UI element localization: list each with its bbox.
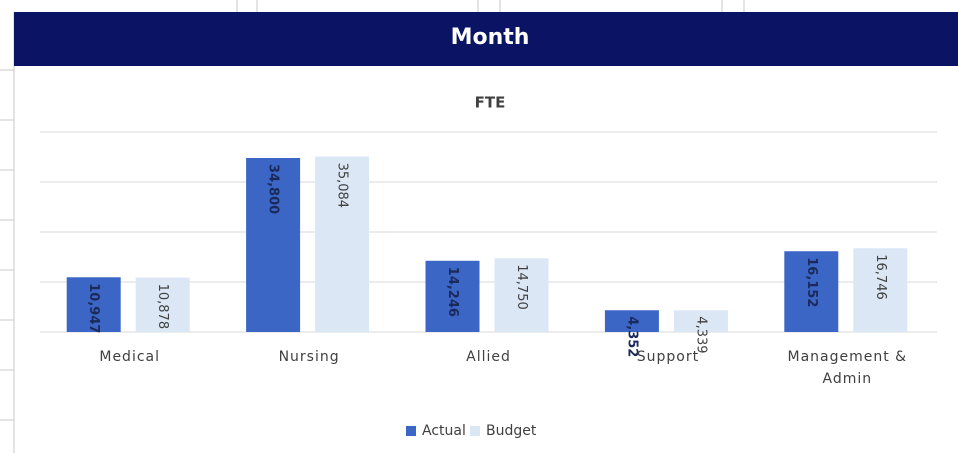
x-tick-label-box: Management & Admin (787, 349, 908, 387)
data-label: 4,339 (693, 316, 708, 353)
bar (66, 277, 121, 332)
bar (135, 277, 190, 332)
data-label: 14,246 (445, 267, 460, 317)
legend-label: Budget (486, 423, 537, 439)
x-tick-label: Nursing (278, 349, 340, 365)
x-tick-label: Allied (466, 349, 511, 365)
legend-label: Actual (422, 423, 466, 439)
data-label: 16,746 (873, 254, 888, 300)
x-tick-label: Medical (99, 349, 160, 365)
x-tick-label: Support (636, 349, 700, 365)
bar (494, 258, 549, 332)
header-title: Month (451, 25, 530, 50)
legend-swatch (470, 426, 480, 436)
data-label: 4,352 (624, 316, 639, 357)
data-label: 14,750 (514, 264, 529, 310)
bar (315, 156, 370, 332)
chart-title: FTE (475, 94, 506, 112)
data-label: 35,084 (335, 163, 350, 209)
bar (246, 158, 301, 332)
data-label: 10,947 (86, 283, 101, 333)
bar (784, 251, 839, 332)
header-bar (14, 12, 958, 66)
legend-swatch (406, 426, 416, 436)
x-tick-label-box: Allied (466, 349, 511, 365)
data-label: 10,878 (155, 284, 170, 330)
x-tick-label-box: Nursing (278, 349, 340, 365)
x-tick-label: Management & Admin (787, 349, 908, 387)
bar (425, 260, 480, 332)
sheet-gridlines (0, 0, 745, 453)
data-label: 16,152 (804, 257, 819, 307)
bar (853, 248, 908, 332)
data-label: 34,800 (266, 164, 281, 214)
x-tick-label-box: Support (636, 349, 700, 365)
bar (604, 310, 659, 332)
x-tick-label-box: Medical (99, 349, 160, 365)
bar (673, 310, 728, 332)
